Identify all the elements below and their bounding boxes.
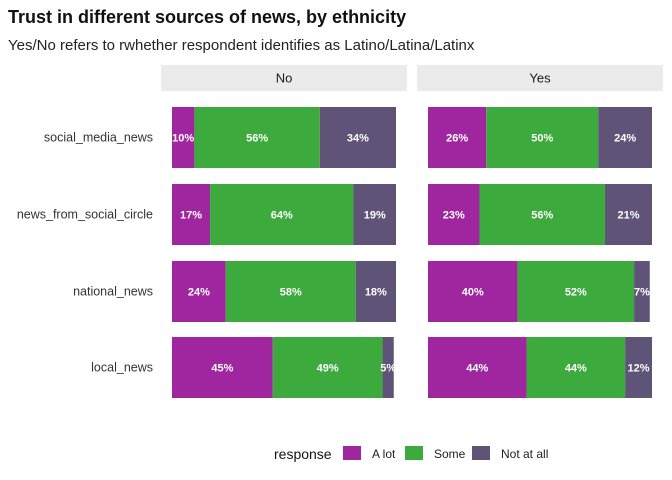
category-label: news_from_social_circle bbox=[17, 208, 153, 222]
bar-segment bbox=[428, 261, 518, 322]
data-label: 44% bbox=[466, 363, 488, 375]
facet-panel-yes: Yes 26% 50% 24% 23% 56% 21% 40% 52% 7% 44% 44% 12% bbox=[417, 65, 663, 398]
data-label: 23% bbox=[443, 210, 465, 222]
data-label: 18% bbox=[365, 287, 387, 299]
category-label: national_news bbox=[73, 285, 153, 299]
legend-title: response bbox=[274, 446, 332, 462]
category-label: social_media_news bbox=[44, 131, 153, 145]
data-label: 44% bbox=[565, 363, 587, 375]
data-label: 7% bbox=[634, 287, 650, 299]
bar-segment bbox=[172, 337, 273, 398]
data-label: 34% bbox=[347, 133, 369, 145]
data-label: 50% bbox=[531, 133, 553, 145]
bar-segment bbox=[526, 337, 626, 398]
legend-key bbox=[343, 446, 361, 460]
chart-subtitle: Yes/No refers to rwhether respondent ide… bbox=[8, 37, 475, 54]
bar-segment bbox=[194, 107, 320, 168]
legend-label: A lot bbox=[372, 447, 396, 461]
facet-panels: social_media_news news_from_social_circle… bbox=[17, 65, 663, 398]
bar-segment bbox=[272, 337, 383, 398]
data-label: 24% bbox=[614, 133, 636, 145]
facet-strip-label: Yes bbox=[529, 71, 551, 86]
bar-segment bbox=[598, 107, 652, 168]
facet-strip bbox=[417, 65, 663, 91]
bar-segment bbox=[172, 261, 226, 322]
bar-segment bbox=[353, 184, 396, 245]
bar-segment bbox=[428, 184, 480, 245]
legend-key bbox=[472, 446, 490, 460]
legend-key bbox=[405, 446, 423, 460]
facet-panel-no: No 10% 56% 34% 17% 64% 19% 24% 58% 18% 45% 49% 5% bbox=[161, 65, 407, 398]
data-label: 58% bbox=[280, 287, 302, 299]
bar-segment bbox=[225, 261, 356, 322]
bar-segment bbox=[382, 337, 394, 398]
data-label: 45% bbox=[211, 363, 233, 375]
category-label: local_news bbox=[91, 361, 153, 375]
data-label: 52% bbox=[565, 287, 587, 299]
data-label: 26% bbox=[446, 133, 468, 145]
legend-label: Some bbox=[434, 447, 466, 461]
data-label: 10% bbox=[172, 133, 194, 145]
data-label: 24% bbox=[188, 287, 210, 299]
bar-segment bbox=[604, 184, 652, 245]
bar-segment bbox=[319, 107, 396, 168]
data-label: 64% bbox=[271, 210, 293, 222]
data-label: 21% bbox=[617, 210, 639, 222]
data-label: 5% bbox=[380, 363, 396, 375]
data-label: 17% bbox=[180, 210, 202, 222]
data-label: 49% bbox=[317, 363, 339, 375]
bar-segment bbox=[517, 261, 635, 322]
bar-segment bbox=[479, 184, 605, 245]
chart-title: Trust in different sources of news, by e… bbox=[8, 7, 406, 27]
bar-segment bbox=[172, 107, 195, 168]
data-label: 40% bbox=[462, 287, 484, 299]
legend: response A lot Some Not at all bbox=[274, 446, 548, 462]
facet-strip-label: No bbox=[276, 71, 293, 86]
bar-segment bbox=[428, 337, 527, 398]
data-label: 12% bbox=[628, 363, 650, 375]
bar-segment bbox=[625, 337, 652, 398]
bar-segment bbox=[428, 107, 487, 168]
data-label: 19% bbox=[364, 210, 386, 222]
bar-segment bbox=[486, 107, 599, 168]
bar-segment bbox=[210, 184, 354, 245]
bar-segment bbox=[172, 184, 211, 245]
data-label: 56% bbox=[246, 133, 268, 145]
facet-strip bbox=[161, 65, 407, 91]
bar-segment bbox=[634, 261, 650, 322]
data-label: 56% bbox=[531, 210, 553, 222]
legend-label: Not at all bbox=[501, 447, 548, 461]
bar-segment bbox=[355, 261, 396, 322]
